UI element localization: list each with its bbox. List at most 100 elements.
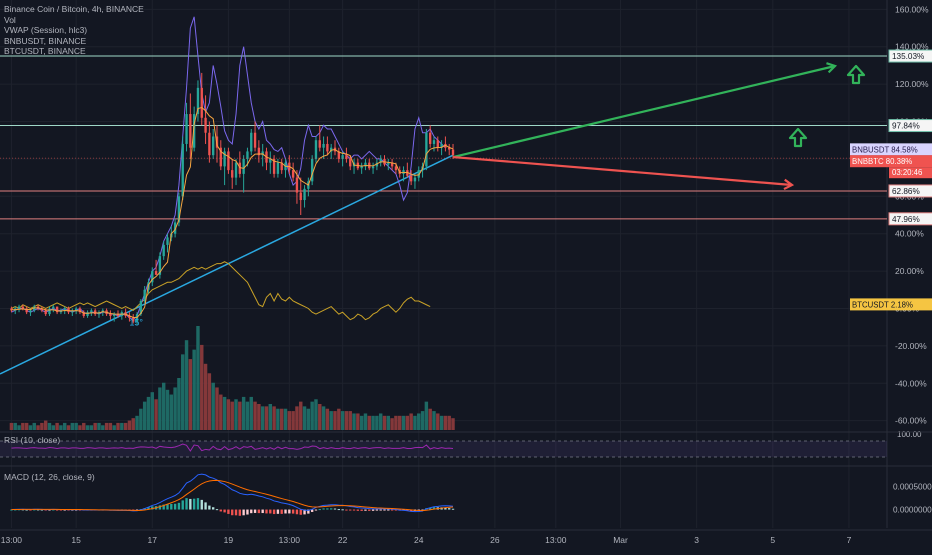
macd-hist-bar [166,504,169,510]
volume-bar [215,387,219,430]
macd-hist-bar [360,509,363,511]
down-arrow [452,155,793,187]
macd-hist-bar [448,508,451,510]
candle-body [185,114,188,144]
candle-body [310,158,314,182]
volume-bar [333,411,337,430]
macd-hist-bar [314,509,318,511]
candle-body [345,155,348,159]
volume-bar [359,415,364,430]
macd-hist-bar [189,498,192,510]
candle-body [29,310,32,313]
volume-bar [348,411,352,430]
volume-bar [363,413,368,430]
macd-hist-bar [299,509,302,515]
volume-bar [28,425,33,430]
candle-body [394,166,398,171]
candle-body [448,147,451,150]
x-tick-label: 13:00 [279,535,301,545]
volume-bar [436,413,440,430]
legend-bnbusdt: BNBUSDT, BINANCE [4,35,87,46]
volume-bar [120,422,124,430]
candle-body [116,314,120,316]
macd-hist-bar [291,509,295,514]
candle-body [33,306,36,311]
macd-hist-bar [234,509,238,516]
candle-body [413,177,417,182]
macd-hist-bar [63,509,66,511]
y-tick-label: -60.00% [895,416,927,426]
level-tag: 62.86% [892,187,920,196]
volume-bar [287,411,292,430]
candle-body [196,87,200,115]
macd-hist-bar [428,507,432,510]
volume-bar [112,425,116,430]
volume-bar [344,411,349,430]
volume-bar [420,411,425,430]
volume-bar [401,415,406,430]
macd-hist-bar [151,506,154,510]
level-tag-bg [888,119,932,133]
macd-hist-bar [173,503,177,510]
macd-hist-bar [192,498,196,510]
series-tag-bg [850,298,932,311]
volume-bar [40,422,44,430]
x-tick-label: 26 [490,535,500,545]
volume-bar [93,422,97,430]
candle-body [177,196,181,223]
volume-bar [394,415,398,430]
macd-hist-bar [444,507,447,510]
macd-hist-bar [185,498,188,510]
volume-bar [139,408,143,430]
volume-bar [131,418,135,430]
volume-bar [74,422,78,430]
macd-hist-bar [257,509,261,514]
volume-bar [451,418,455,430]
volume-bar [89,425,94,430]
candle-body [162,244,165,257]
macd-hist-bar [269,509,272,514]
volume-bar [222,396,227,430]
down-arrow-head [783,178,795,191]
y-tick-label: -20.00% [895,341,927,351]
volume-bar [203,363,208,430]
macd-hist-bar [158,505,162,510]
y-tick-label: 20.00% [895,266,924,276]
btcusdt-series [11,261,431,321]
volume-bar [207,373,212,430]
macd-tick-label: 0.0005000 [893,482,932,491]
candle-body [242,158,245,174]
candle-body [40,308,44,311]
volume-bar [135,415,139,430]
macd-hist-bar [288,509,291,514]
candle-body [269,158,272,163]
volume-bar [382,415,387,430]
candle-body [238,162,242,174]
candle-body [200,87,203,118]
macd-hist-bar [238,509,242,516]
candle-body [151,271,154,283]
candle-body [192,114,196,148]
volume-bar [177,378,181,430]
legend-main: Binance Coin / Bitcoin, 4h, BINANCE [4,4,144,14]
volume-bar [116,422,120,430]
candle-body [360,166,363,169]
macd-hist-bar [177,502,181,510]
volume-bar [306,408,311,430]
candle-body [143,289,146,301]
volume-bar [63,422,67,430]
macd-hist-bar [432,507,436,510]
candle-body [17,306,21,309]
series-tag: BTCUSDT 2.18% [852,300,913,309]
macd-hist-bar [406,509,409,511]
volume-bar [32,422,36,430]
candle-body [291,170,295,178]
candle-body [322,143,325,148]
volume-bar [390,418,394,430]
macd-hist-bar [204,502,207,510]
macd-hist-bar [375,509,379,511]
macd-hist-bar [242,509,245,516]
macd-hist-bar [368,509,371,511]
